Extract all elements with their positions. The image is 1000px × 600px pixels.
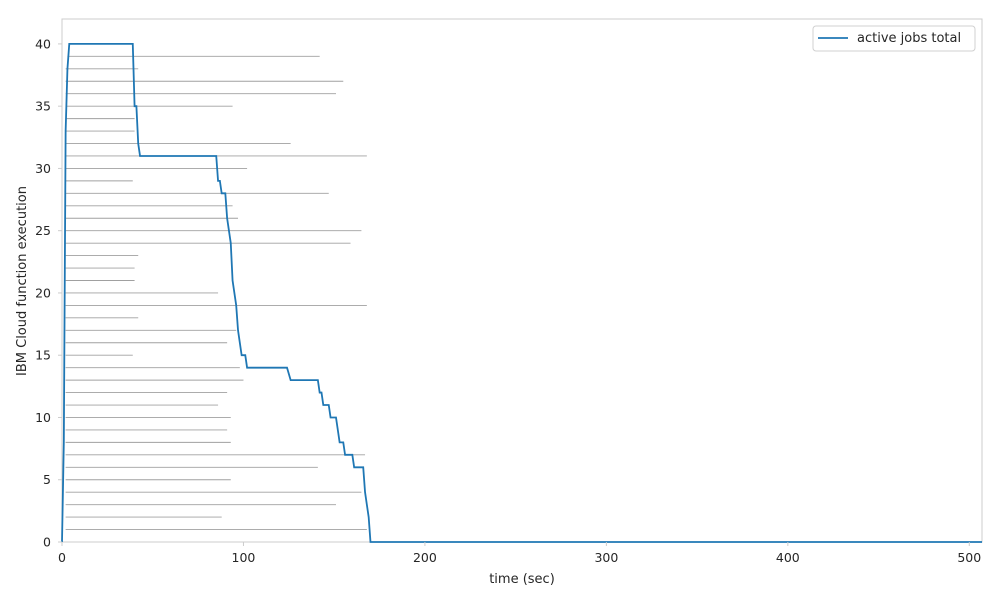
y-tick-label: 0 (43, 535, 51, 550)
y-tick-label: 20 (35, 285, 51, 300)
x-tick-label: 400 (776, 550, 800, 565)
x-ticks: 0 100 200 300 400 500 (58, 542, 981, 565)
y-ticks: 0 5 10 15 20 25 30 35 40 (35, 36, 62, 550)
x-tick-label: 500 (957, 550, 981, 565)
legend-label: active jobs total (857, 31, 961, 46)
y-tick-label: 25 (35, 223, 51, 238)
x-tick-label: 300 (594, 550, 618, 565)
x-tick-label: 0 (58, 550, 66, 565)
y-tick-label: 30 (35, 161, 51, 176)
y-tick-label: 40 (35, 36, 51, 51)
series-line-active-jobs-total (61, 43, 982, 543)
x-tick-label: 200 (413, 550, 437, 565)
y-tick-label: 15 (35, 348, 51, 363)
y-tick-label: 10 (35, 410, 51, 425)
plot-frame (61, 18, 983, 543)
legend: active jobs total (812, 25, 976, 52)
x-axis-label: time (sec) (489, 572, 555, 587)
y-tick-label: 5 (43, 472, 51, 487)
y-tick-label: 35 (35, 99, 51, 114)
x-tick-label: 100 (232, 550, 256, 565)
legend-box (812, 25, 976, 52)
y-axis-label: IBM Cloud function execution (15, 186, 30, 376)
